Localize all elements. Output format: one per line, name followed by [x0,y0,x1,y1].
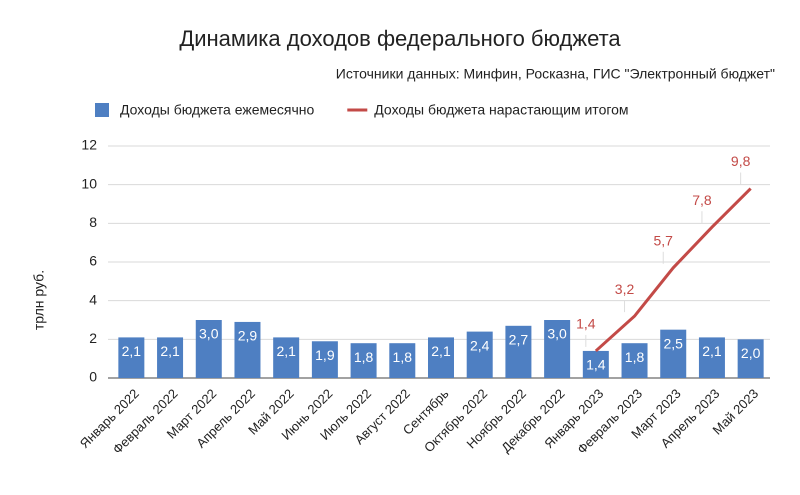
y-tick-label: 10 [81,175,97,191]
data-label: 1,8 [354,349,374,365]
y-tick-label: 4 [89,291,97,307]
data-label: 7,8 [692,192,712,208]
y-tick-label: 6 [89,253,97,269]
chart-title: Динамика доходов федерального бюджета [179,26,621,51]
chart-subtitle: Источники данных: Минфин, Росказна, ГИС … [336,66,775,82]
bar [157,337,184,378]
bar [582,350,609,378]
data-label: 1,8 [625,349,645,365]
bar [311,341,338,378]
bar [698,337,725,378]
line [594,187,752,353]
bar [505,325,532,378]
data-label: 1,4 [586,357,606,373]
data-label: 2,0 [741,345,761,361]
legend-swatch [95,103,109,117]
data-label: 2,1 [431,343,451,359]
bar [195,320,222,378]
bar [234,321,261,378]
y-tick-label: 12 [81,137,97,153]
y-tick-label: 2 [89,330,97,346]
bar [466,331,493,378]
data-label: 3,2 [615,281,635,297]
data-label: 2,1 [276,343,296,359]
bar [350,343,377,378]
data-label: 1,8 [393,349,413,365]
legend-label: Доходы бюджета ежемесячно [120,102,315,118]
data-label: 2,1 [702,343,722,359]
bar [737,339,764,378]
data-label: 2,4 [470,337,490,353]
bar [428,337,454,378]
data-label: 9,8 [731,153,751,169]
data-label: 2,1 [160,343,180,359]
data-label: 5,7 [654,233,674,249]
data-label: 2,9 [238,328,258,344]
data-label: 2,1 [122,343,142,359]
legend-label: Доходы бюджета нарастающим итогом [374,102,628,118]
bar [544,320,571,378]
y-tick-label: 0 [89,369,97,385]
data-label: 3,0 [199,326,219,342]
bar [273,337,300,378]
y-tick-label: 8 [89,214,97,230]
y-axis-label: трлн руб. [31,270,47,330]
bar [118,337,145,378]
bar [389,343,416,378]
bar [660,329,687,378]
data-label: 2,5 [664,335,684,351]
data-label: 3,0 [547,326,567,342]
data-label: 1,9 [315,347,335,363]
data-label: 2,7 [509,332,529,348]
bar [621,343,648,378]
data-label: 1,4 [576,316,596,332]
